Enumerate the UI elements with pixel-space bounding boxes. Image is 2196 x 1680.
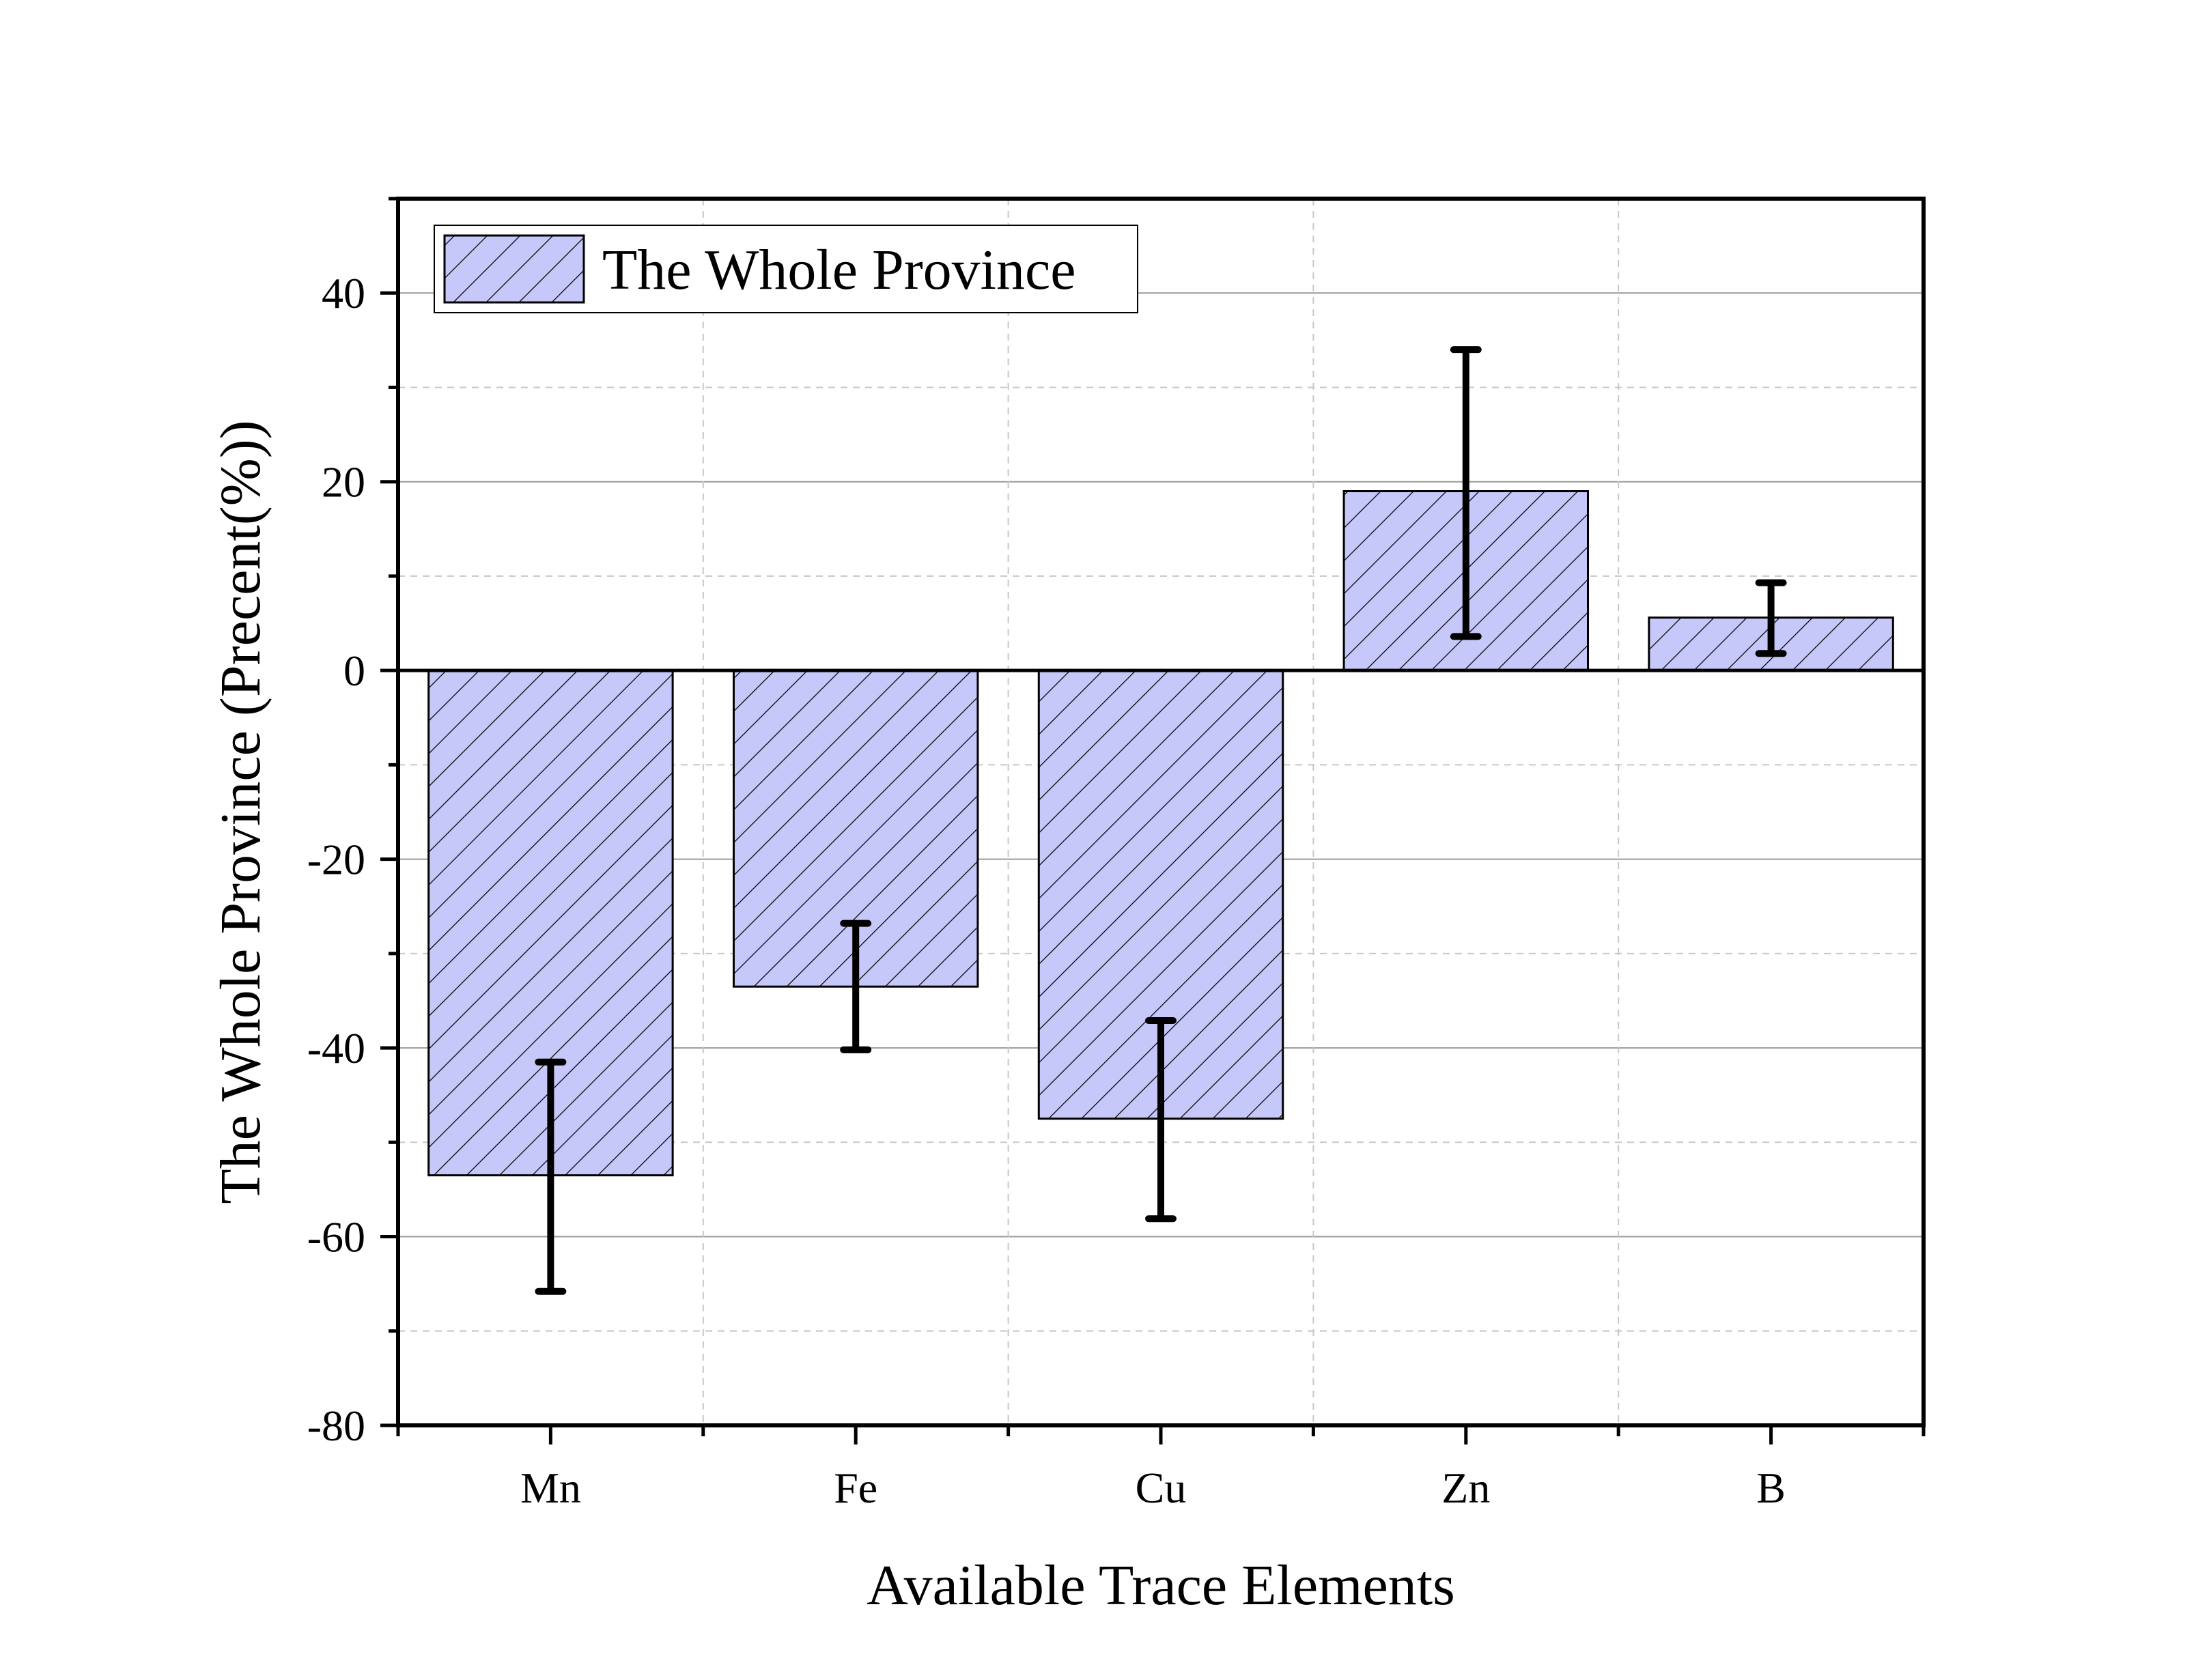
x-axis-title: Available Trace Elements (867, 1554, 1455, 1617)
axis-ticks (380, 197, 1926, 1444)
y-tick-label: -40 (307, 1024, 365, 1072)
legend: The Whole Province (434, 225, 1138, 313)
x-tick-label-fe: Fe (834, 1464, 877, 1512)
y-axis-title: The Whole Province (Precent(%)) (209, 420, 272, 1204)
x-tick-label-mn: Mn (520, 1464, 581, 1512)
error-bar-mn (535, 1058, 567, 1295)
error-bar-fe (840, 920, 872, 1053)
error-bar-zn (1450, 346, 1482, 640)
y-tick-label: -80 (307, 1401, 365, 1450)
x-tick-label-cu: Cu (1136, 1464, 1187, 1512)
error-bar-cu (1145, 1016, 1177, 1223)
y-tick-label: 40 (322, 269, 365, 317)
y-tick-label: -60 (307, 1213, 365, 1262)
x-tick-labels: Mn Fe Cu Zn B (520, 1464, 1786, 1512)
x-tick-label-zn: Zn (1441, 1464, 1490, 1512)
x-tick-label-b: B (1756, 1464, 1786, 1512)
legend-swatch (443, 234, 585, 304)
error-bars (535, 346, 1787, 1295)
y-tick-label: 20 (322, 458, 365, 507)
y-tick-labels: -80 -60 -40 -20 0 20 40 (307, 269, 365, 1450)
error-bar-b (1755, 579, 1787, 657)
legend-label: The Whole Province (602, 238, 1076, 302)
y-tick-label: -20 (307, 836, 365, 884)
y-tick-label: 0 (343, 646, 365, 695)
